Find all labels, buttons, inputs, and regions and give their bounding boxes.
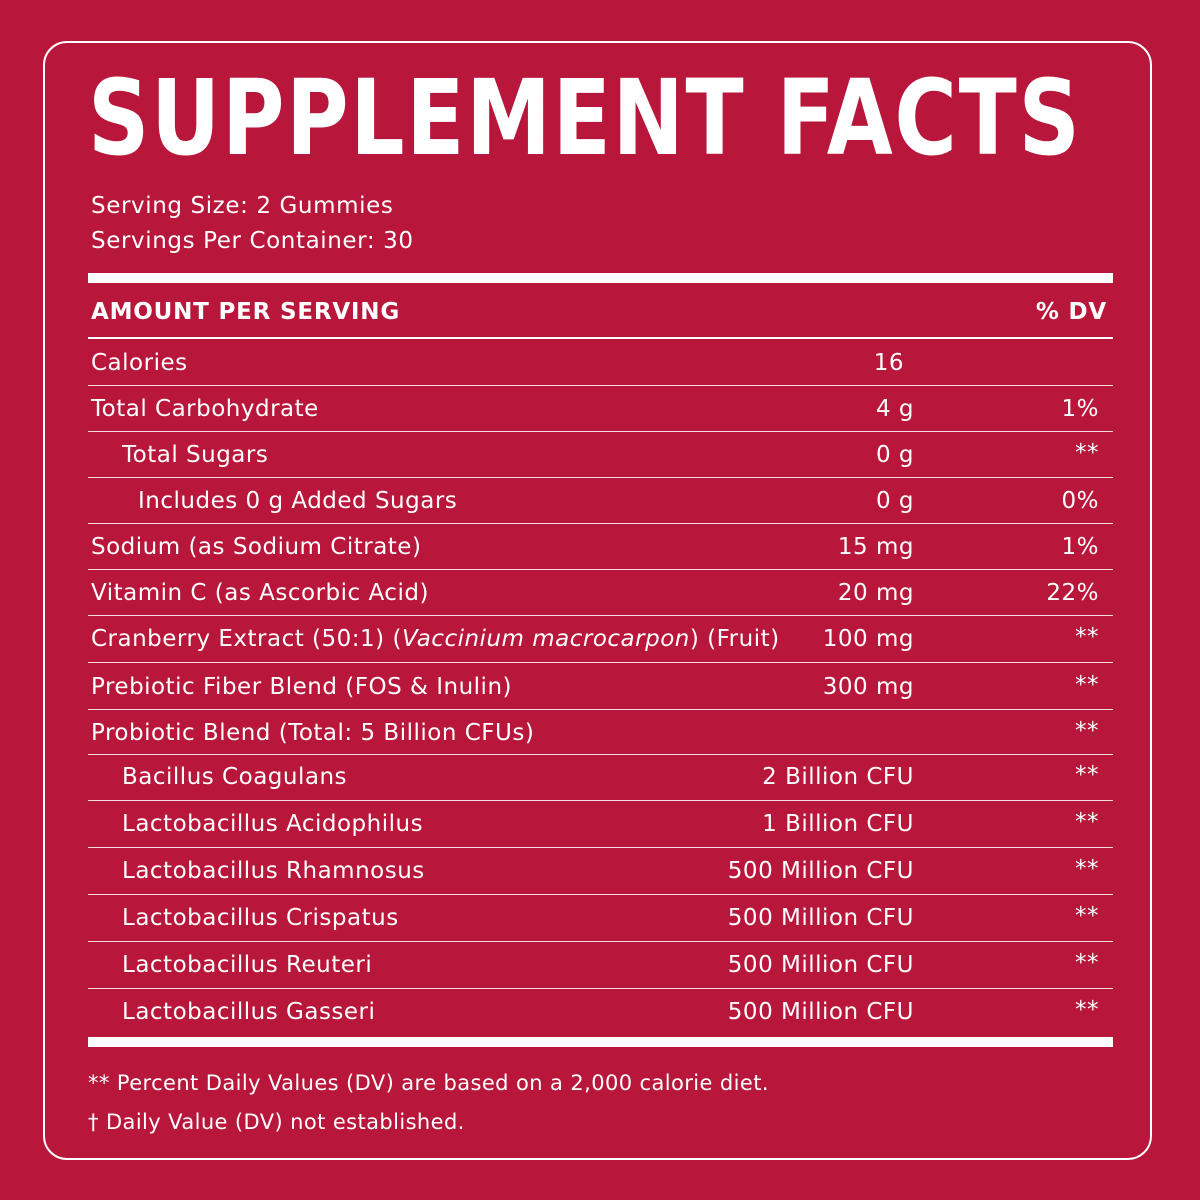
servings-per-container: Servings Per Container: 30 bbox=[91, 228, 414, 254]
table-row: Lactobacillus Crispatus 500 Million CFU … bbox=[88, 895, 1113, 942]
nutrient-dv: ** bbox=[1075, 856, 1099, 882]
nutrient-dv: ** bbox=[1075, 809, 1099, 835]
nutrient-dv: ** bbox=[1075, 997, 1099, 1023]
nutrient-name: Includes 0 g Added Sugars bbox=[138, 488, 458, 514]
table-row: Lactobacillus Gasseri 500 Million CFU ** bbox=[88, 989, 1113, 1035]
table-row: Lactobacillus Acidophilus 1 Billion CFU … bbox=[88, 801, 1113, 848]
serving-size: Serving Size: 2 Gummies bbox=[91, 193, 394, 219]
table-row: Total Carbohydrate 4 g 1% bbox=[88, 386, 1113, 432]
table-row: Total Sugars 0 g ** bbox=[88, 432, 1113, 478]
table-row: Sodium (as Sodium Citrate) 15 mg 1% bbox=[88, 524, 1113, 570]
nutrient-name: Vitamin C (as Ascorbic Acid) bbox=[91, 580, 429, 606]
table-row: Prebiotic Fiber Blend (FOS & Inulin) 300… bbox=[88, 663, 1113, 710]
nutrient-name: Sodium (as Sodium Citrate) bbox=[91, 534, 422, 560]
nutrient-amount: 20 mg bbox=[837, 580, 914, 606]
table-row: Includes 0 g Added Sugars 0 g 0% bbox=[88, 478, 1113, 524]
table-row: Lactobacillus Rhamnosus 500 Million CFU … bbox=[88, 848, 1113, 895]
thick-divider-top bbox=[88, 273, 1113, 283]
panel-title: SUPPLEMENT FACTS bbox=[88, 57, 1082, 179]
nutrient-name-italic: Vaccinium macrocarpon bbox=[401, 626, 690, 652]
nutrient-dv: ** bbox=[1075, 440, 1099, 466]
nutrient-amount: 0 g bbox=[875, 488, 914, 514]
nutrient-name: Bacillus Coagulans bbox=[122, 764, 348, 790]
nutrient-table: Calories 16 Total Carbohydrate 4 g 1% To… bbox=[88, 339, 1113, 1035]
nutrient-amount: 16 bbox=[873, 350, 904, 376]
footnote-dv-not-established: † Daily Value (DV) not established. bbox=[88, 1110, 465, 1134]
nutrient-dv: ** bbox=[1075, 624, 1099, 650]
table-row: Cranberry Extract (50:1) (Vaccinium macr… bbox=[88, 616, 1113, 663]
nutrient-dv: ** bbox=[1075, 672, 1099, 698]
nutrient-name: Lactobacillus Reuteri bbox=[122, 952, 373, 978]
nutrient-name: Lactobacillus Rhamnosus bbox=[122, 858, 425, 884]
table-row: Calories 16 bbox=[88, 339, 1113, 386]
nutrient-amount: 2 Billion CFU bbox=[762, 764, 914, 790]
daily-value-header: % DV bbox=[1035, 299, 1107, 325]
nutrient-name: Calories bbox=[91, 350, 188, 376]
facts-panel-border bbox=[43, 41, 1152, 1160]
nutrient-amount: 500 Million CFU bbox=[727, 858, 914, 884]
nutrient-dv: 1% bbox=[1061, 396, 1099, 422]
amount-per-serving-header: AMOUNT PER SERVING bbox=[91, 299, 401, 325]
table-row: Bacillus Coagulans 2 Billion CFU ** bbox=[88, 755, 1113, 801]
nutrient-dv: ** bbox=[1075, 903, 1099, 929]
table-row: Probiotic Blend (Total: 5 Billion CFUs) … bbox=[88, 710, 1113, 755]
nutrient-amount: 1 Billion CFU bbox=[762, 811, 914, 837]
nutrient-dv: ** bbox=[1075, 762, 1099, 788]
nutrient-name: Total Sugars bbox=[122, 442, 269, 468]
nutrient-amount: 500 Million CFU bbox=[727, 952, 914, 978]
nutrient-amount: 0 g bbox=[875, 442, 914, 468]
header-divider bbox=[88, 337, 1113, 339]
nutrient-dv: 22% bbox=[1046, 580, 1099, 606]
footnote-percent-dv: ** Percent Daily Values (DV) are based o… bbox=[88, 1071, 769, 1095]
nutrient-name: Lactobacillus Gasseri bbox=[122, 999, 376, 1025]
nutrient-name: Lactobacillus Crispatus bbox=[122, 905, 399, 931]
nutrient-name: Probiotic Blend (Total: 5 Billion CFUs) bbox=[91, 720, 535, 746]
nutrient-dv: ** bbox=[1075, 718, 1099, 744]
nutrient-amount: 100 mg bbox=[822, 626, 914, 652]
nutrient-dv: 0% bbox=[1061, 488, 1099, 514]
nutrient-name-suffix: ) (Fruit) bbox=[689, 626, 780, 652]
nutrient-name: Prebiotic Fiber Blend (FOS & Inulin) bbox=[91, 674, 512, 700]
nutrient-name: Total Carbohydrate bbox=[91, 396, 319, 422]
nutrient-dv: ** bbox=[1075, 950, 1099, 976]
table-row: Vitamin C (as Ascorbic Acid) 20 mg 22% bbox=[88, 570, 1113, 616]
nutrient-name: Cranberry Extract (50:1) (Vaccinium macr… bbox=[91, 624, 780, 654]
nutrient-amount: 500 Million CFU bbox=[727, 905, 914, 931]
nutrient-amount: 500 Million CFU bbox=[727, 999, 914, 1025]
nutrient-name: Lactobacillus Acidophilus bbox=[122, 811, 424, 837]
table-row: Lactobacillus Reuteri 500 Million CFU ** bbox=[88, 942, 1113, 989]
thick-divider-bottom bbox=[88, 1037, 1113, 1047]
nutrient-amount: 300 mg bbox=[822, 674, 914, 700]
nutrient-amount: 15 mg bbox=[837, 534, 914, 560]
nutrient-dv: 1% bbox=[1061, 534, 1099, 560]
nutrient-name-prefix: Cranberry Extract (50:1) ( bbox=[91, 626, 402, 652]
nutrient-amount: 4 g bbox=[875, 396, 914, 422]
